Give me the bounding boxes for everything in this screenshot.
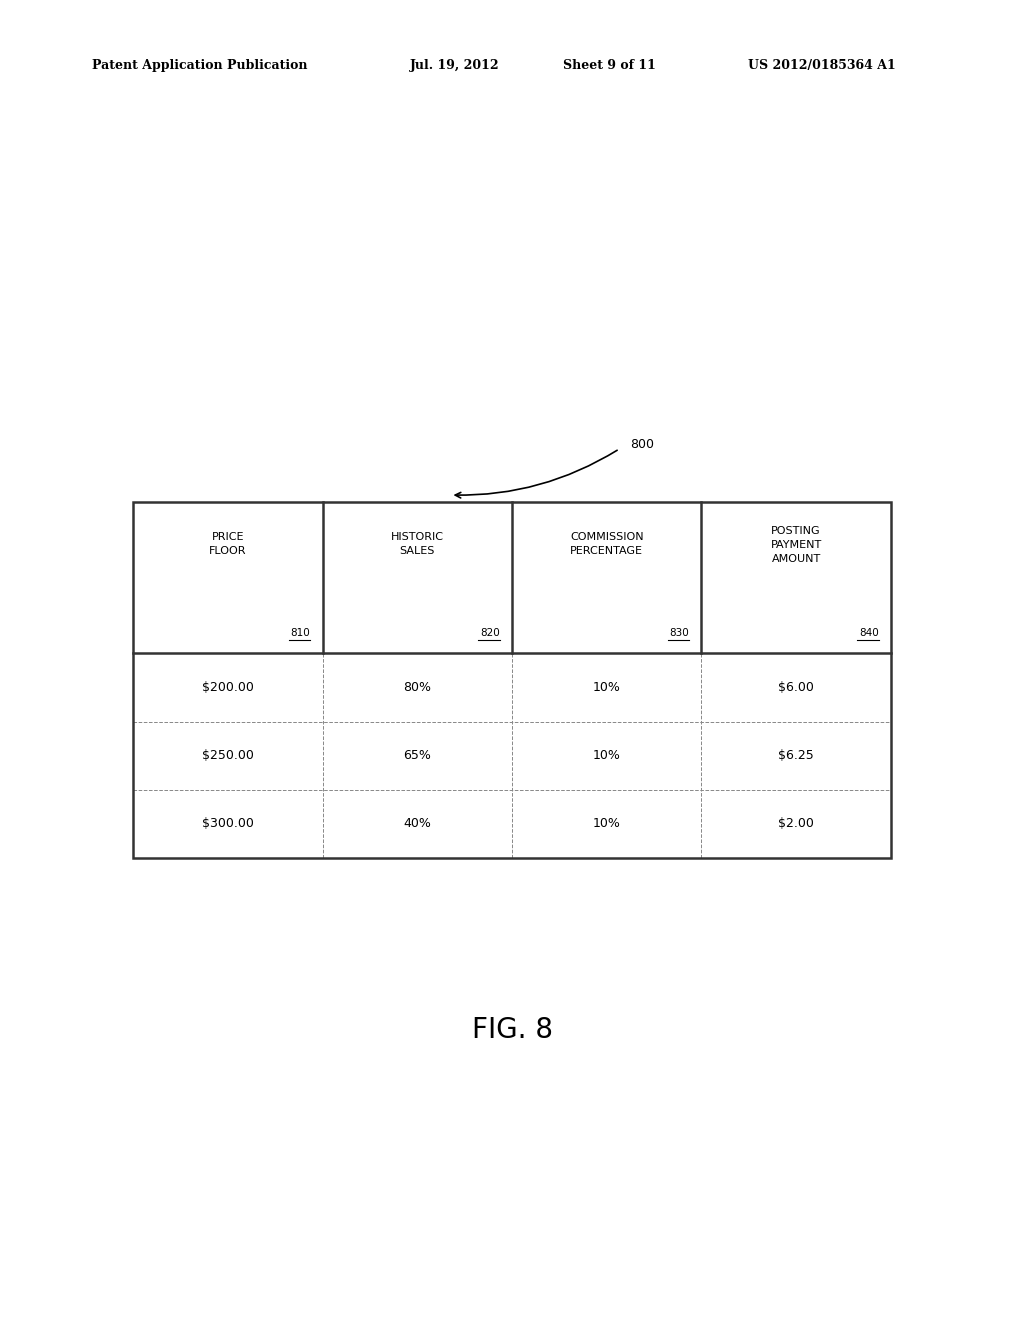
- Text: 10%: 10%: [593, 817, 621, 830]
- Text: $6.25: $6.25: [778, 750, 814, 762]
- Text: 800: 800: [630, 438, 653, 451]
- Text: PRICE
FLOOR: PRICE FLOOR: [209, 532, 247, 557]
- Text: $250.00: $250.00: [202, 750, 254, 762]
- Text: 840: 840: [859, 627, 879, 638]
- Text: FIG. 8: FIG. 8: [471, 1015, 553, 1044]
- Text: Sheet 9 of 11: Sheet 9 of 11: [563, 59, 656, 73]
- Text: $2.00: $2.00: [778, 817, 814, 830]
- Text: $6.00: $6.00: [778, 681, 814, 694]
- Text: 80%: 80%: [403, 681, 431, 694]
- Text: $300.00: $300.00: [202, 817, 254, 830]
- Text: 830: 830: [670, 627, 689, 638]
- Text: 65%: 65%: [403, 750, 431, 762]
- Text: 10%: 10%: [593, 681, 621, 694]
- Text: 810: 810: [291, 627, 310, 638]
- Text: Patent Application Publication: Patent Application Publication: [92, 59, 307, 73]
- Text: POSTING
PAYMENT
AMOUNT: POSTING PAYMENT AMOUNT: [770, 525, 822, 564]
- Text: 820: 820: [480, 627, 500, 638]
- Text: COMMISSION
PERCENTAGE: COMMISSION PERCENTAGE: [570, 532, 643, 557]
- Text: $200.00: $200.00: [202, 681, 254, 694]
- Text: Jul. 19, 2012: Jul. 19, 2012: [410, 59, 500, 73]
- Text: HISTORIC
SALES: HISTORIC SALES: [391, 532, 443, 557]
- Text: US 2012/0185364 A1: US 2012/0185364 A1: [748, 59, 895, 73]
- Text: 10%: 10%: [593, 750, 621, 762]
- Text: 40%: 40%: [403, 817, 431, 830]
